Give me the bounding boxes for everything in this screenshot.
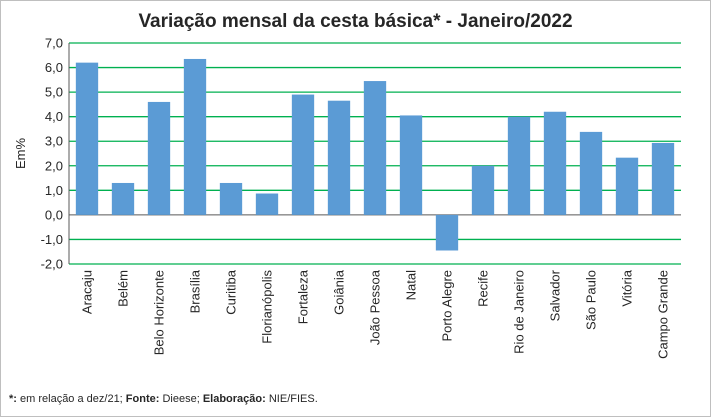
x-tick-label: Belo Horizonte [152, 270, 167, 355]
footnote-elaboration: NIE/FIES. [265, 393, 318, 405]
x-tick-label: Fortaleza [296, 269, 311, 324]
bar [75, 62, 99, 215]
footnote-source: Dieese; [159, 393, 203, 405]
bar [183, 58, 207, 215]
bar [255, 193, 279, 215]
chart-title: Variação mensal da cesta básica* - Janei… [138, 11, 573, 32]
x-tick-label: Goiânia [332, 269, 347, 315]
x-tick-label: João Pessoa [368, 269, 383, 345]
x-tick-label: Rio de Janeiro [512, 270, 527, 354]
bar [579, 131, 603, 215]
y-tick-label: -2,0 [41, 257, 63, 272]
x-tick-label: Belém [116, 270, 131, 307]
x-tick-label: Porto Alegre [440, 270, 455, 342]
footnote-asterisk: *: [9, 393, 17, 405]
x-tick-label: Recife [476, 270, 491, 307]
y-tick-label: -1,0 [41, 232, 63, 247]
y-tick-label: 5,0 [45, 85, 63, 100]
bar [399, 115, 423, 215]
x-tick-label: Brasília [188, 269, 203, 313]
bar [111, 182, 135, 215]
bar [291, 94, 315, 215]
bar [435, 214, 459, 251]
bar [471, 165, 495, 215]
y-axis-label: Em% [13, 138, 28, 170]
bar [147, 101, 171, 215]
footnote-relation: em relação a dez/21; [16, 393, 126, 405]
bar [327, 100, 351, 215]
x-tick-label: Campo Grande [656, 270, 671, 359]
bar [651, 142, 675, 215]
bar [507, 116, 531, 215]
bar [219, 182, 243, 215]
y-tick-label: 2,0 [45, 158, 63, 173]
x-tick-label: São Paulo [584, 270, 599, 330]
bar [543, 111, 567, 215]
y-tick-label: 0,0 [45, 207, 63, 222]
footnote-source-label: Fonte: [125, 393, 160, 405]
x-tick-label: Aracaju [80, 270, 95, 314]
bar [615, 157, 639, 215]
x-tick-label: Florianópolis [260, 270, 275, 344]
x-tick-label: Curitiba [224, 269, 239, 315]
y-tick-label: 6,0 [45, 60, 63, 75]
x-tick-label: Salvador [548, 269, 563, 321]
y-tick-label: 4,0 [45, 109, 63, 124]
y-tick-label: 7,0 [45, 36, 63, 51]
y-tick-label: 3,0 [45, 134, 63, 149]
footnote-elaboration-label: Elaboração: [202, 393, 266, 405]
x-tick-label: Vitória [620, 269, 635, 306]
x-tick-label: Natal [404, 270, 419, 300]
footnote: *: em relação a dez/21; Fonte: Dieese; E… [9, 393, 318, 405]
bar [363, 81, 387, 215]
y-tick-label: 1,0 [45, 183, 63, 198]
